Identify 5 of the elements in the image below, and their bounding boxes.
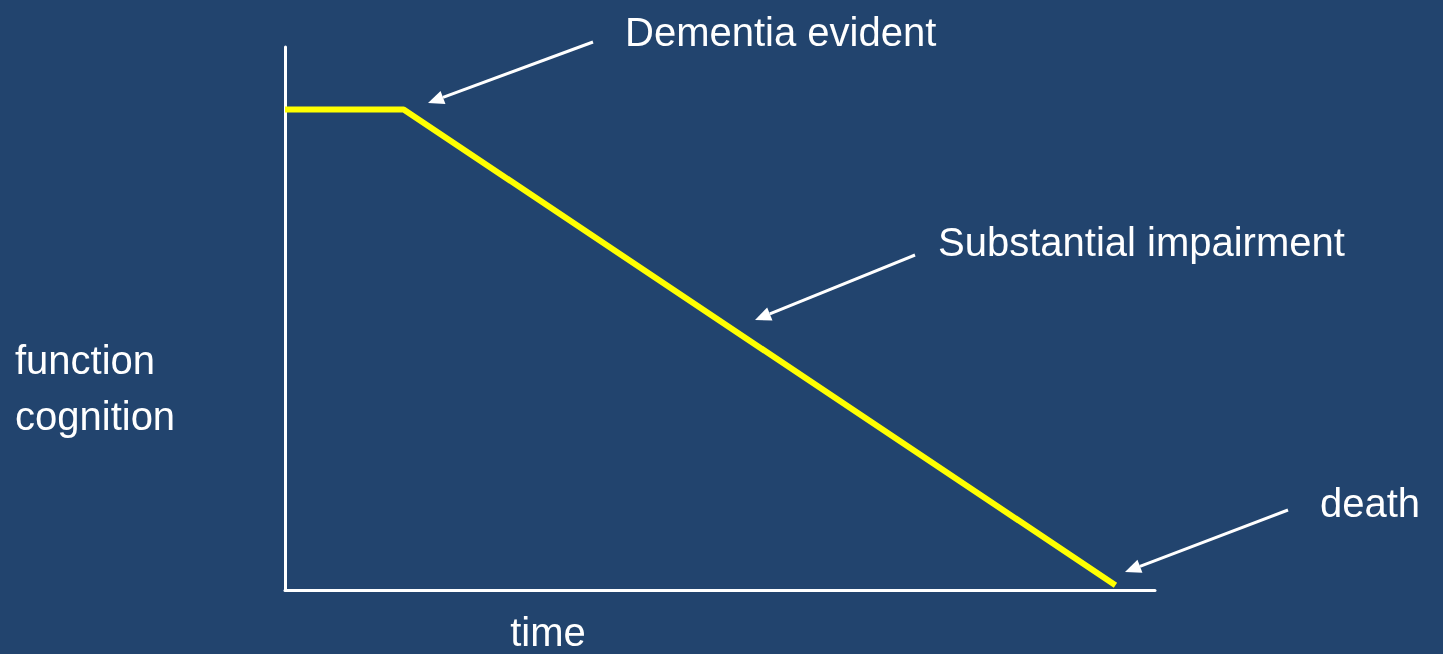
text: Dementia evident	[625, 10, 937, 54]
text: death	[1320, 481, 1421, 525]
x-axis-title: time	[510, 610, 586, 654]
annotation: Substantial impairment	[938, 220, 1345, 264]
y-axis-title: function cognition	[15, 338, 176, 438]
